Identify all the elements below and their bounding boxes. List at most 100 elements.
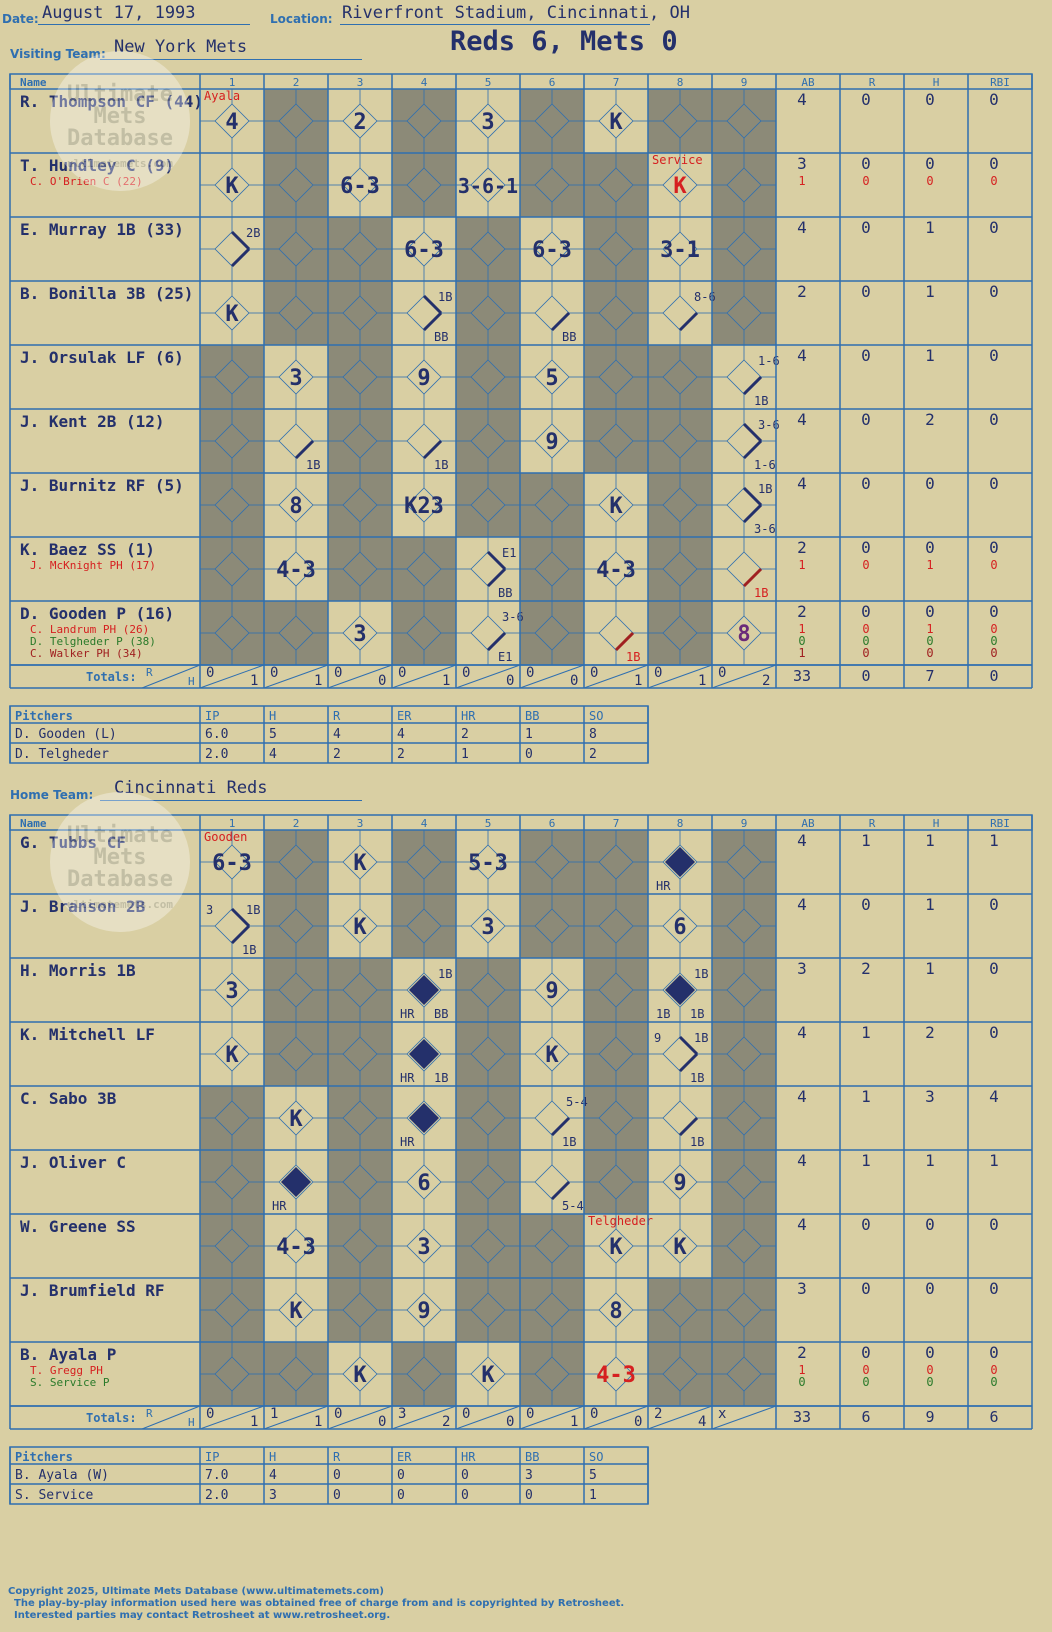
pitchers-header: BB [525,709,539,723]
home-run-diamond [409,1103,439,1133]
substitute-stat: 1 [798,174,805,188]
play-note: BB [434,1007,448,1021]
player-name: J. Oliver C [20,1153,126,1172]
play-note: 1B [754,586,768,600]
totals-slash [199,1405,265,1430]
player-name: B. Bonilla 3B (25) [20,284,193,303]
play-notation: K [225,302,239,327]
inning-header: 2 [293,76,300,89]
hit-line [550,1180,571,1201]
player-stat: 0 [925,538,935,557]
inning-hits: 0 [570,673,578,689]
substitute-stat: 0 [862,1375,869,1389]
stat-header: AB [801,76,815,89]
player-stat: 0 [989,218,999,237]
player-stat: 4 [797,474,807,493]
pitcher-stat: 2.0 [205,1488,228,1503]
player-name: H. Morris 1B [20,961,136,980]
play-notation: 3 [481,915,494,940]
play-notation: 4-3 [276,1235,316,1260]
play-note: 5-4 [566,1095,588,1109]
pitcher-change-note: Service [652,153,703,167]
player-stat: 2 [797,602,807,621]
total-stat: 0 [861,667,870,685]
retrosheet-notice: The play-by-play information used here w… [14,1598,625,1609]
inning-hits: 4 [698,1414,706,1430]
inning-hits: 1 [698,673,706,689]
play-notation: K [609,494,623,519]
pitcher-stat: 4 [333,727,341,742]
hit-line [678,1052,699,1073]
play-notation: K [545,1043,559,1068]
play-note: HR [656,879,671,893]
home-team-name: Cincinnati Reds [114,778,268,798]
play-notation: 3 [289,366,302,391]
pitchers-header: BB [525,1450,539,1464]
hit-line [742,567,763,588]
substitute-stat: 1 [798,646,805,660]
play-note: 1B [758,482,772,496]
substitute-stat: 0 [798,634,805,648]
location-underline [340,24,650,25]
player-stat: 4 [797,895,807,914]
inning-runs: 1 [270,1406,278,1422]
hit-line [422,439,443,460]
pitchers-table: Pitchers IP H R ER HR BB SOB. Ayala (W) 7.0 4 0 0 0 3… [9,1446,649,1505]
play-notation: 8 [737,622,750,647]
play-note: E1 [498,650,512,664]
watermark-text: Database [67,867,173,892]
play-notation: K [353,1363,367,1388]
totals-slash [519,1405,585,1430]
hit-line [486,631,507,652]
total-stat: 6 [861,1408,870,1426]
player-stat: 1 [925,218,935,237]
player-name: J. Orsulak LF (6) [20,348,184,367]
player-stat: 0 [861,154,871,173]
totals-slash [583,664,649,689]
substitute-name: C. O'Brien C (22) [30,175,143,188]
player-stat: 3 [925,1087,935,1106]
play-note: 1-6 [754,458,776,472]
pitcher-name: S. Service [15,1488,93,1503]
pitcher-stat: 1 [461,747,469,762]
inning-hits: 1 [314,1414,322,1430]
player-name: K. Mitchell LF [20,1025,155,1044]
play-notation: 6-3 [340,174,380,199]
player-stat: 0 [989,346,999,365]
watermark-text: Mets [94,845,147,870]
player-stat: 3 [797,154,807,173]
pitchers-header: ER [397,1450,412,1464]
pitcher-stat: 0 [525,747,533,762]
pitchers-header: SO [589,1450,603,1464]
pitcher-stat: 0 [397,1488,405,1503]
inning-runs: 3 [398,1406,406,1422]
player-stat: 2 [925,1023,935,1042]
inning-header: 3 [357,76,364,89]
player-stat: 0 [989,1023,999,1042]
totals-slash [647,1405,713,1430]
play-note: 1B [434,458,448,472]
play-notation: K [353,915,367,940]
play-note: 1B [690,1135,704,1149]
player-stat: 0 [989,895,999,914]
play-note: 1B [656,1007,670,1021]
watermark-text: Database [67,126,173,151]
inning-hits: 1 [442,673,450,689]
player-stat: 1 [925,831,935,850]
totals-slash [711,1405,777,1430]
play-notation: 4-3 [596,558,636,583]
inning-runs: 0 [654,665,662,681]
inning-runs: 0 [270,665,278,681]
name-header: Name [20,817,47,830]
inning-header: 6 [549,76,556,89]
runs-label: R [146,1407,153,1420]
hit-line [742,422,763,443]
player-stat: 4 [797,410,807,429]
runs-label: R [146,666,153,679]
inning-hits: 1 [314,673,322,689]
pitcher-stat: 2 [397,747,405,762]
play-notation: 3 [481,110,494,135]
stat-header: AB [801,817,815,830]
inning-runs: 0 [334,1406,342,1422]
